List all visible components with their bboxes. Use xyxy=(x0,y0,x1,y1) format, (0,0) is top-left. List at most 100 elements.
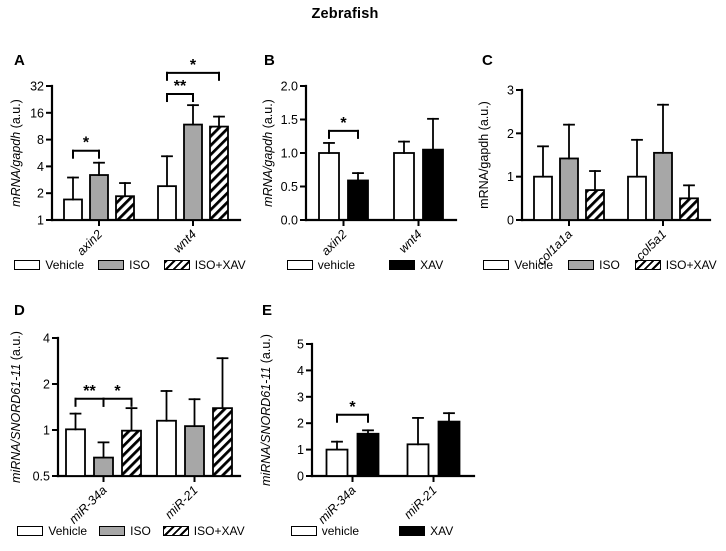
legend-swatch-gray xyxy=(99,526,126,536)
legend-swatch-hatch xyxy=(634,260,661,270)
svg-text:mRNA/gapdh (a.u.): mRNA/gapdh (a.u.) xyxy=(261,99,275,207)
legend-label: ISO xyxy=(129,258,150,272)
svg-text:0.5: 0.5 xyxy=(33,470,50,484)
legend-swatch-white xyxy=(290,526,317,536)
svg-text:2.0: 2.0 xyxy=(281,80,298,94)
panel-E-letter: E xyxy=(262,302,273,319)
legend-swatch-black xyxy=(389,260,416,270)
legend-swatch-white xyxy=(483,260,510,270)
panel-B-letter: B xyxy=(264,52,275,69)
svg-text:*: * xyxy=(349,399,356,416)
legend-label: Vehicle xyxy=(514,258,554,272)
legend-item-iso-xav: ISO+XAV xyxy=(162,524,245,538)
panel-A-letter: A xyxy=(14,52,25,69)
legend-item-vehicle: Vehicle xyxy=(483,258,553,272)
legend-label: ISO+XAV xyxy=(194,258,246,272)
legend-label: XAV xyxy=(420,258,444,272)
legend-item-xav: XAV xyxy=(399,524,453,538)
panel-A: A 1 2 4 8 16 32 axin2 wnt4 mRNA/gapdh (a.u.) * ** *… xyxy=(6,44,254,272)
svg-text:0.0: 0.0 xyxy=(281,214,298,228)
svg-text:4: 4 xyxy=(297,364,304,378)
legend-swatch-hatch xyxy=(163,260,190,270)
svg-text:4: 4 xyxy=(37,160,44,174)
svg-text:1: 1 xyxy=(507,170,514,184)
legend-swatch-white xyxy=(14,260,41,270)
panel-B: B 0.0 0.5 1.0 1.5 2.0 axin2 wnt4 mRNA/gapdh (a.… xyxy=(256,44,474,272)
legend-item-xav: XAV xyxy=(389,258,443,272)
svg-text:8: 8 xyxy=(37,133,44,147)
legend-swatch-hatch xyxy=(162,526,189,536)
svg-text:miRNA/SNORD61-11 (a.u.): miRNA/SNORD61-11 (a.u.) xyxy=(9,331,23,483)
svg-text:miR-21: miR-21 xyxy=(401,483,439,521)
figure-title: Zebrafish xyxy=(311,6,379,22)
svg-text:miR-21: miR-21 xyxy=(162,483,200,521)
svg-text:mRNA/gapdh (a.u.): mRNA/gapdh (a.u.) xyxy=(9,99,23,207)
panel-C-legend: Vehicle ISO ISO+XAV xyxy=(474,258,726,272)
panel-E-legend: vehicle XAV xyxy=(254,524,490,538)
legend-swatch-white xyxy=(17,526,44,536)
legend-label: ISO xyxy=(130,524,151,538)
svg-text:axin2: axin2 xyxy=(74,227,105,258)
legend-label: Vehicle xyxy=(45,258,85,272)
svg-text:1: 1 xyxy=(37,214,44,228)
panel-B-chart: 0.0 0.5 1.0 1.5 2.0 axin2 wnt4 mRNA/gapdh (a.u.… xyxy=(261,80,458,258)
svg-text:0: 0 xyxy=(297,470,304,484)
svg-text:2: 2 xyxy=(37,187,44,201)
legend-swatch-white xyxy=(286,260,313,270)
legend-label: XAV xyxy=(430,524,454,538)
legend-label: vehicle xyxy=(317,258,356,272)
legend-swatch-gray xyxy=(98,260,125,270)
svg-text:wnt4: wnt4 xyxy=(171,227,200,256)
svg-text:1.0: 1.0 xyxy=(281,147,298,161)
svg-text:mRNA/gapdh (a.u.): mRNA/gapdh (a.u.) xyxy=(477,101,491,209)
legend-label: ISO+XAV xyxy=(193,524,245,538)
svg-text:32: 32 xyxy=(30,80,44,94)
legend-label: vehicle xyxy=(321,524,360,538)
svg-text:**: ** xyxy=(83,383,96,400)
svg-text:*: * xyxy=(340,115,347,132)
panel-B-legend: vehicle XAV xyxy=(256,258,474,272)
svg-text:4: 4 xyxy=(43,332,50,346)
svg-text:1: 1 xyxy=(297,443,304,457)
panel-A-legend: Vehicle ISO ISO+XAV xyxy=(6,258,254,272)
svg-text:2: 2 xyxy=(297,417,304,431)
panel-D-legend: Vehicle ISO ISO+XAV xyxy=(6,524,256,538)
svg-text:0: 0 xyxy=(507,214,514,228)
panel-D: D 0.5 1 2 4 miR-34a miR-21 miRNA/SNORD61-11 (a… xyxy=(6,294,256,538)
svg-text:0.5: 0.5 xyxy=(281,180,298,194)
legend-label: ISO+XAV xyxy=(665,258,717,272)
legend-item-vehicle: Vehicle xyxy=(17,524,87,538)
legend-swatch-black xyxy=(399,526,426,536)
legend-label: Vehicle xyxy=(48,524,88,538)
legend-item-vehicle: vehicle xyxy=(290,524,360,538)
panel-C: C 0 1 2 3 col1a1a col5a1 mRNA/gapdh (a.u.) Veh… xyxy=(474,44,726,272)
svg-text:miR-34a: miR-34a xyxy=(66,483,109,526)
svg-text:*: * xyxy=(83,135,90,152)
panel-D-letter: D xyxy=(14,302,25,319)
svg-text:5: 5 xyxy=(297,338,304,352)
svg-text:miRNA/SNORD61-11 (a.u.): miRNA/SNORD61-11 (a.u.) xyxy=(259,334,273,486)
svg-text:2: 2 xyxy=(507,127,514,141)
svg-text:**: ** xyxy=(174,78,187,95)
svg-text:3: 3 xyxy=(297,390,304,404)
svg-text:1: 1 xyxy=(43,424,50,438)
legend-item-vehicle: Vehicle xyxy=(14,258,84,272)
svg-text:3: 3 xyxy=(507,84,514,98)
svg-text:miR-34a: miR-34a xyxy=(315,483,358,526)
legend-label: ISO xyxy=(599,258,620,272)
legend-swatch-gray xyxy=(568,260,595,270)
svg-text:1.5: 1.5 xyxy=(281,113,298,127)
legend-item-iso: ISO xyxy=(99,524,151,538)
svg-text:*: * xyxy=(114,383,121,400)
legend-item-iso-xav: ISO+XAV xyxy=(163,258,246,272)
svg-text:2: 2 xyxy=(43,378,50,392)
legend-item-iso: ISO xyxy=(98,258,150,272)
panel-E: E 0 1 2 3 4 5 miR-34a miR-21 miRNA/SNORD61-11 (a… xyxy=(254,294,490,538)
svg-text:*: * xyxy=(190,57,197,74)
svg-text:axin2: axin2 xyxy=(319,227,350,258)
panel-C-letter: C xyxy=(482,52,493,69)
panel-D-chart: 0.5 1 2 4 miR-34a miR-21 miRNA/SNORD61-11 (a.u… xyxy=(9,331,242,527)
